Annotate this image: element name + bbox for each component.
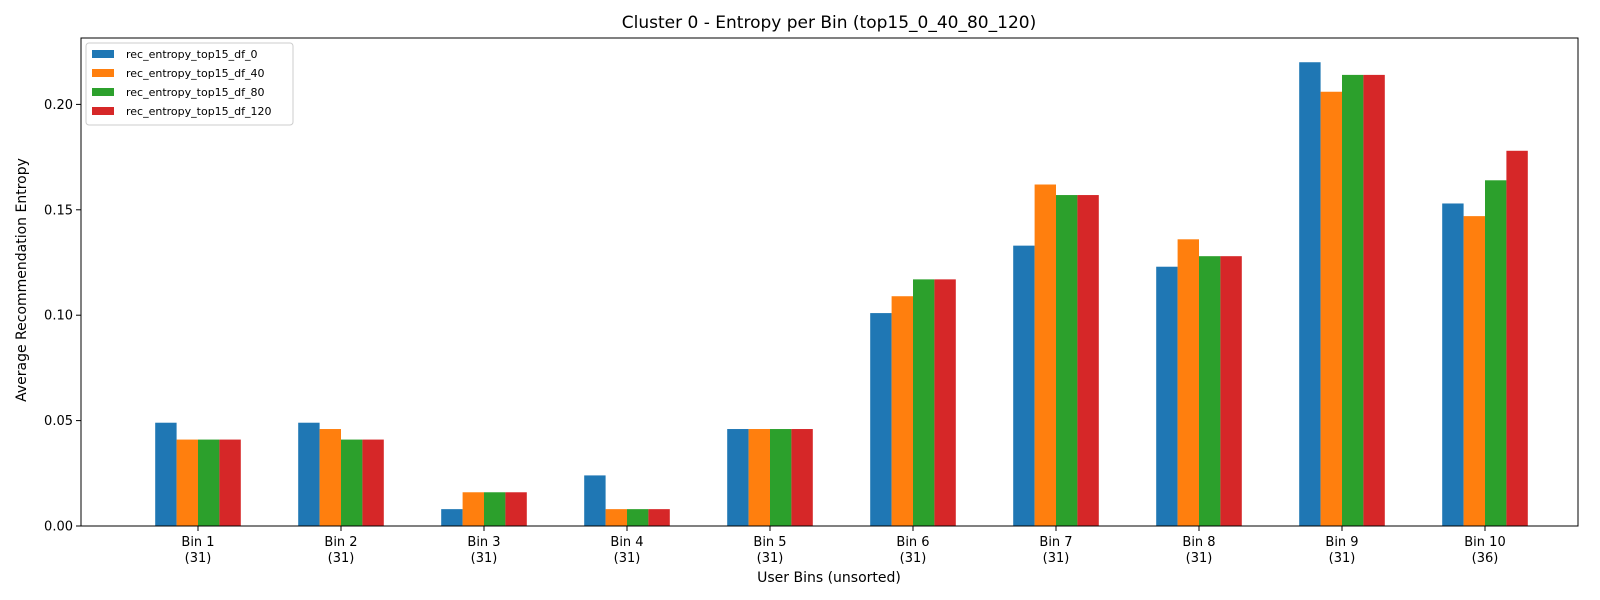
- x-tick-label: Bin 2 (31): [324, 535, 357, 566]
- bar-rec_entropy_top15_df_0-9: [1299, 62, 1321, 527]
- x-tick-label: Bin 8 (31): [1182, 535, 1215, 566]
- bar-rec_entropy_top15_df_80-3: [484, 492, 506, 526]
- x-tick-label: Bin 10 (36): [1464, 535, 1505, 566]
- bar-rec_entropy_top15_df_40-10: [1463, 216, 1485, 526]
- bar-rec_entropy_top15_df_120-10: [1506, 150, 1528, 526]
- y-tick-label: 0.00: [44, 520, 73, 535]
- legend-swatch: [92, 69, 114, 77]
- y-tick-label: 0.05: [44, 414, 73, 429]
- bar-rec_entropy_top15_df_80-8: [1199, 256, 1221, 526]
- x-axis-label: User Bins (unsorted): [757, 570, 901, 586]
- x-tick-label: Bin 4 (31): [610, 535, 643, 566]
- bar-rec_entropy_top15_df_40-1: [176, 439, 198, 526]
- bar-rec_entropy_top15_df_40-4: [605, 509, 627, 526]
- bar-rec_entropy_top15_df_40-7: [1034, 184, 1056, 526]
- x-tick-label: Bin 9 (31): [1325, 535, 1358, 566]
- bar-rec_entropy_top15_df_0-6: [870, 313, 892, 526]
- bar-rec_entropy_top15_df_80-2: [341, 439, 363, 526]
- bar-rec_entropy_top15_df_80-4: [627, 509, 649, 526]
- bar-rec_entropy_top15_df_120-1: [219, 439, 241, 526]
- y-tick-label: 0.15: [44, 203, 73, 218]
- legend-swatch: [92, 107, 114, 115]
- x-tick-label: Bin 1 (31): [181, 535, 214, 566]
- bar-rec_entropy_top15_df_40-2: [319, 429, 341, 526]
- y-tick-label: 0.20: [44, 98, 73, 113]
- bar-rec_entropy_top15_df_120-8: [1220, 256, 1242, 526]
- bar-rec_entropy_top15_df_40-3: [462, 492, 484, 526]
- bar-rec_entropy_top15_df_80-5: [770, 429, 792, 526]
- bar-rec_entropy_top15_df_0-7: [1013, 245, 1035, 526]
- legend-label: rec_entropy_top15_df_120: [126, 105, 272, 118]
- x-tick-label: Bin 7 (31): [1039, 535, 1072, 566]
- legend-label: rec_entropy_top15_df_40: [126, 67, 265, 80]
- bar-rec_entropy_top15_df_0-5: [727, 429, 749, 526]
- x-tick-label: Bin 3 (31): [467, 535, 500, 566]
- y-axis-label: Average Recommendation Entropy: [14, 158, 30, 402]
- chart-title: Cluster 0 - Entropy per Bin (top15_0_40_…: [622, 13, 1036, 33]
- legend-label: rec_entropy_top15_df_80: [126, 86, 265, 99]
- legend-box: [85, 42, 294, 126]
- plot-frame: [80, 37, 1579, 527]
- legend-swatch: [92, 50, 114, 58]
- bars-group: [155, 62, 1528, 527]
- x-tick-label: Bin 5 (31): [753, 535, 786, 566]
- x-tick-label: Bin 6 (31): [896, 535, 929, 566]
- bar-rec_entropy_top15_df_0-2: [298, 422, 320, 526]
- bar-rec_entropy_top15_df_80-10: [1485, 180, 1507, 527]
- bar-rec_entropy_top15_df_120-2: [362, 439, 384, 526]
- bar-rec_entropy_top15_df_40-9: [1320, 91, 1342, 526]
- bar-rec_entropy_top15_df_0-10: [1442, 203, 1464, 527]
- bar-rec_entropy_top15_df_80-6: [913, 279, 935, 526]
- legend-label: rec_entropy_top15_df_0: [126, 48, 258, 61]
- bar-rec_entropy_top15_df_40-5: [748, 429, 770, 526]
- bar-rec_entropy_top15_df_0-3: [441, 509, 463, 526]
- legend: rec_entropy_top15_df_0 rec_entropy_top15_…: [85, 42, 294, 126]
- bar-rec_entropy_top15_df_0-8: [1156, 266, 1178, 526]
- bar-rec_entropy_top15_df_40-8: [1177, 239, 1199, 526]
- bar-rec_entropy_top15_df_80-1: [198, 439, 220, 526]
- bar-rec_entropy_top15_df_120-7: [1077, 195, 1099, 527]
- bar-rec_entropy_top15_df_120-9: [1363, 74, 1385, 526]
- bar-rec_entropy_top15_df_80-9: [1342, 74, 1364, 526]
- legend-swatch: [92, 88, 114, 96]
- axes-group: 0.00 0.05 0.10 0.15 0.20 Bin 1 (31) Bin 2 (31) Bi…: [44, 37, 1579, 566]
- bar-rec_entropy_top15_df_120-5: [791, 429, 813, 526]
- bar-rec_entropy_top15_df_40-6: [891, 296, 913, 526]
- bar-rec_entropy_top15_df_0-1: [155, 422, 177, 526]
- bar-rec_entropy_top15_df_120-4: [648, 509, 670, 526]
- y-tick-label: 0.10: [44, 309, 73, 324]
- bar-rec_entropy_top15_df_80-7: [1056, 195, 1078, 527]
- bar-rec_entropy_top15_df_120-3: [505, 492, 527, 526]
- bar-rec_entropy_top15_df_0-4: [584, 475, 606, 526]
- bar-rec_entropy_top15_df_120-6: [934, 279, 956, 526]
